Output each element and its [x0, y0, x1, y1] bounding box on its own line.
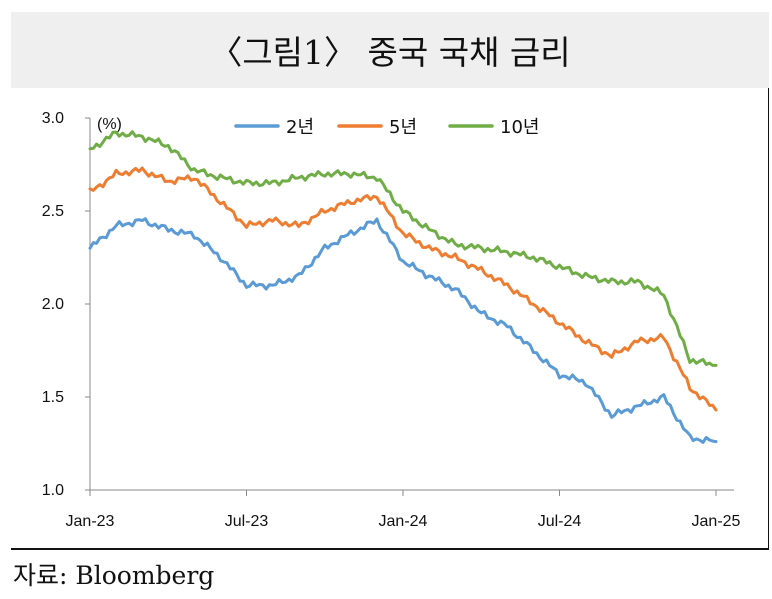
x-tick-label: Jul-24	[538, 513, 582, 530]
y-tick-label: 1.5	[42, 389, 64, 406]
y-tick-label: 1.0	[42, 482, 64, 499]
chart-frame	[11, 88, 769, 550]
series-line-3	[88, 130, 718, 367]
series-line-2	[88, 166, 718, 412]
x-tick-label: Jan-23	[66, 513, 115, 530]
title-bar: 〈그림1〉 중국 국채 금리	[11, 12, 769, 88]
y-axis-unit-label: (%)	[97, 116, 122, 133]
x-tick-label: Jul-23	[225, 513, 269, 530]
series-line-1	[88, 217, 718, 444]
y-tick-label: 2.0	[42, 296, 64, 313]
legend-label-3: 10년	[500, 117, 539, 138]
source-note: 자료: Bloomberg	[13, 561, 215, 590]
legend-label-2: 5년	[389, 117, 417, 138]
y-tick-label: 2.5	[42, 203, 64, 220]
chart-title: 〈그림1〉 중국 국채 금리	[209, 33, 571, 72]
x-tick-label: Jan-24	[379, 513, 428, 530]
x-tick-label: Jan-25	[692, 513, 741, 530]
legend-label-1: 2년	[286, 117, 314, 138]
y-tick-label: 3.0	[42, 110, 64, 127]
